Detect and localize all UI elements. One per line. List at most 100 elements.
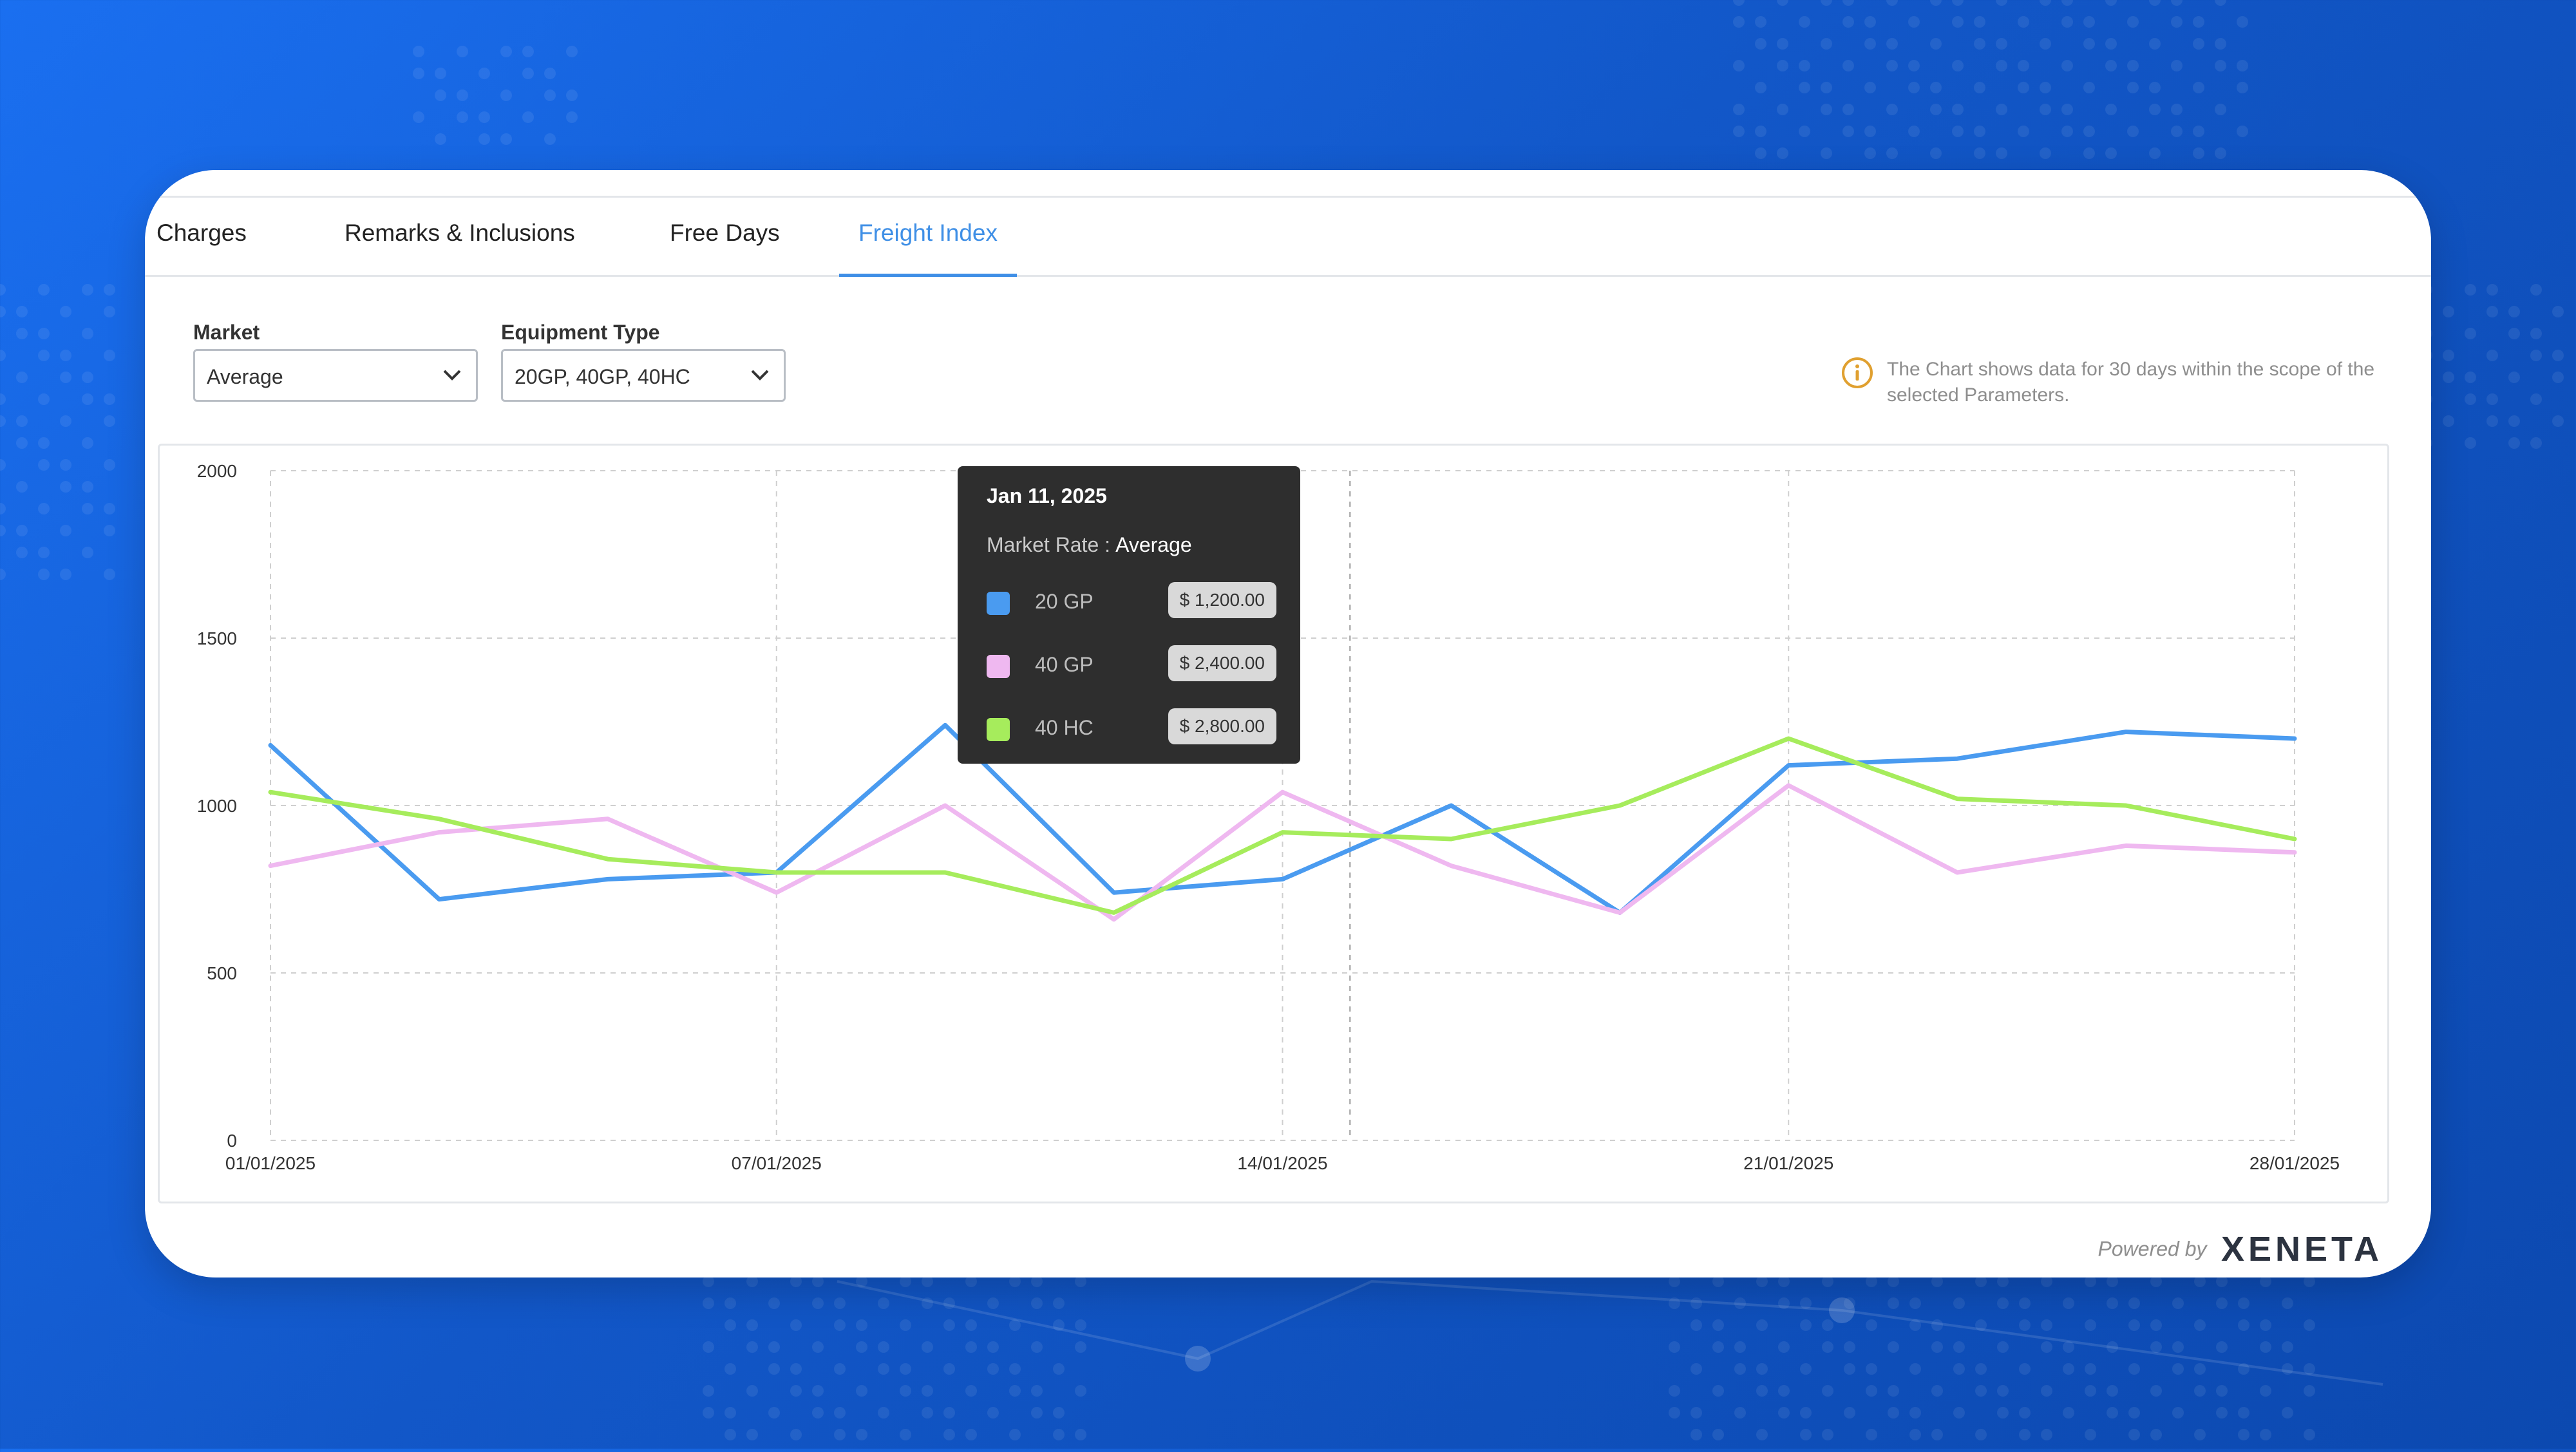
background-dot <box>2041 1385 2052 1397</box>
background-dot <box>1053 1319 1065 1331</box>
background-dot <box>2193 38 2204 50</box>
background-dot <box>2193 147 2204 159</box>
background-dot <box>965 1385 977 1397</box>
tab-charges[interactable]: Charges <box>156 220 247 246</box>
background-dot <box>1974 147 1985 159</box>
background-dot <box>878 1297 889 1309</box>
background-dot <box>2443 350 2454 361</box>
background-dot <box>60 569 71 580</box>
background-dot <box>2465 393 2476 405</box>
background-dot <box>2107 1385 2118 1397</box>
background-dot <box>413 68 424 79</box>
background-dot <box>2216 1341 2228 1353</box>
background-dot <box>878 1363 889 1375</box>
tab-free-days[interactable]: Free Days <box>670 220 780 246</box>
background-dot <box>1778 1341 1790 1353</box>
background-dot <box>2019 1297 2031 1309</box>
background-dot <box>1842 16 1854 28</box>
background-dot <box>38 350 50 361</box>
background-dot <box>1075 1385 1086 1397</box>
background-dot <box>566 46 578 57</box>
background-dot <box>2215 104 2226 115</box>
background-dot <box>2083 126 2095 137</box>
background-dot <box>1669 1385 1680 1397</box>
background-dot <box>60 350 71 361</box>
background-dot <box>2018 16 2029 28</box>
background-dot <box>1996 147 2007 159</box>
x-tick-label: 14/01/2025 <box>1237 1153 1327 1173</box>
background-dot <box>1866 1385 1877 1397</box>
background-dot <box>1888 1385 1899 1397</box>
background-dot <box>1690 1297 1702 1309</box>
background-dot <box>2149 38 2161 50</box>
background-dot <box>1822 1276 1833 1287</box>
background-dot <box>2172 1341 2184 1353</box>
background-dot <box>724 1407 736 1419</box>
background-dot <box>1734 1297 1746 1309</box>
background-dot <box>987 1297 999 1309</box>
background-dot <box>457 90 468 101</box>
background-dot <box>943 1407 955 1419</box>
background-dot <box>2552 350 2564 361</box>
background-dot <box>943 1319 955 1331</box>
y-tick-label: 2000 <box>197 461 237 481</box>
background-dot <box>16 372 28 383</box>
background-dot <box>2282 1297 2293 1309</box>
background-dot <box>1974 82 1985 93</box>
background-dot <box>987 1363 999 1375</box>
background-dot <box>1778 1276 1790 1287</box>
background-dot <box>1975 1385 1987 1397</box>
background-dot <box>1888 1341 1899 1353</box>
background-dot <box>544 68 556 79</box>
background-dot <box>2040 38 2051 50</box>
background-dot <box>38 503 50 514</box>
background-dot <box>2172 1363 2184 1375</box>
background-dot <box>457 46 468 57</box>
background-dot <box>0 284 6 296</box>
background-dot <box>1777 38 1788 50</box>
background-dot <box>2149 104 2161 115</box>
background-dot <box>1997 1385 2009 1397</box>
background-dot <box>2194 1363 2206 1375</box>
background-dot <box>1886 147 1898 159</box>
tab-freight-index[interactable]: Freight Index <box>839 198 1017 277</box>
background-dot <box>2127 126 2139 137</box>
background-dot <box>2260 1276 2271 1287</box>
background-dot <box>1909 1407 1921 1419</box>
background-dot <box>2041 1276 2052 1287</box>
background-dot <box>2127 16 2139 28</box>
background-dot <box>60 372 71 383</box>
series-line-20gp <box>268 722 2297 915</box>
background-dot <box>1756 1363 1768 1375</box>
market-label: Market <box>193 321 260 344</box>
background-dot <box>1712 1276 1724 1287</box>
background-dot <box>790 1385 802 1397</box>
background-dot <box>104 415 115 427</box>
equipment-type-select[interactable]: 20GP, 40GP, 40HC <box>501 349 786 402</box>
background-dot <box>1690 1363 1702 1375</box>
background-dot <box>1931 1319 1943 1331</box>
background-dot <box>2304 1363 2315 1375</box>
market-select[interactable]: Average <box>193 349 478 402</box>
background-dot <box>1953 1341 1965 1353</box>
background-dot <box>522 111 534 123</box>
background-dot <box>2465 284 2476 296</box>
background-dot <box>1821 82 1832 93</box>
background-dot <box>2486 415 2498 427</box>
background-dot <box>2193 16 2204 28</box>
background-dot <box>2150 1429 2162 1440</box>
tooltip-market-rate: Market Rate : Average <box>987 533 1192 557</box>
y-tick-label: 1500 <box>197 628 237 648</box>
background-dot <box>703 1276 714 1287</box>
background-dot <box>1974 38 1985 50</box>
background-dot <box>2061 104 2073 115</box>
background-dot <box>812 1297 824 1309</box>
background-dot <box>1844 1341 1855 1353</box>
background-dot <box>943 1429 955 1440</box>
background-dot <box>1908 82 1920 93</box>
background-dot <box>1930 0 1942 6</box>
background-dot <box>2105 0 2117 6</box>
tab-remarks-inclusions[interactable]: Remarks & Inclusions <box>345 220 575 246</box>
background-dot <box>2216 1385 2228 1397</box>
